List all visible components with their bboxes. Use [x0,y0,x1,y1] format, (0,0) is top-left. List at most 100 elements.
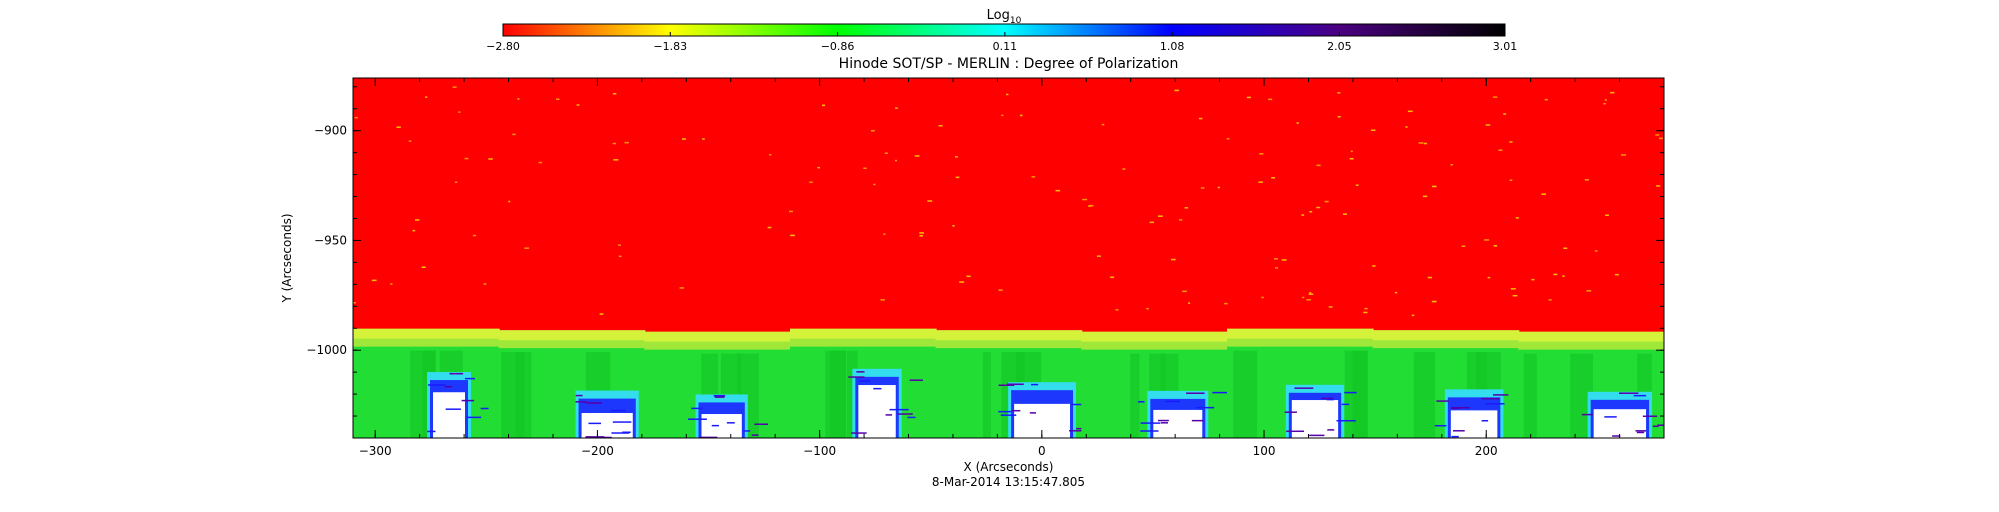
disk-speckle [585,402,602,404]
disk-speckle [754,423,769,425]
sky-speckle [1184,207,1189,209]
x-axis-label: X (Arcseconds) [964,460,1054,474]
sky-speckle [1509,141,1513,143]
sky-speckle [1146,307,1149,310]
y-axis-label: Y (Arcseconds) [280,213,294,303]
sky-speckle [1487,276,1491,279]
disk-substrip [846,350,858,438]
saturated-region [858,385,896,438]
sky-speckle [624,141,629,144]
disk-speckle [1493,394,1509,396]
sky-speckle [1301,214,1305,216]
sky-speckle [1031,176,1036,178]
sky-speckle [1431,300,1437,303]
colorbar-tick-label: 2.05 [1327,40,1352,53]
sky-speckle [1422,195,1428,198]
sky-speckle [1610,91,1615,94]
sky-speckle [390,283,393,285]
sky-speckle [1316,206,1321,209]
disk-speckle [1451,435,1459,438]
sky-speckle [1337,92,1341,94]
disk-speckle [1326,398,1334,401]
disk-speckle [1029,412,1037,414]
disk-speckle [998,410,1012,413]
disk-speckle [897,413,913,415]
sky-speckle [1394,291,1398,294]
disk-speckle [1212,391,1232,394]
sky-speckle [959,281,965,283]
sky-speckle [1586,290,1592,292]
sky-speckle [817,166,821,169]
disk-speckle [885,414,893,416]
sky-speckle [1450,164,1453,166]
colorbar-tick-label: −2.80 [486,40,520,53]
limb-transition [498,340,646,351]
disk-substrip [501,352,525,438]
sky-speckle [952,225,955,227]
disk-speckle [691,407,703,410]
sky-speckle [1001,114,1004,117]
disk-speckle [1030,383,1039,386]
sky-speckle [1492,96,1498,98]
disk-speckle [611,409,626,412]
colorbar-tick-label: 0.11 [993,40,1018,53]
disk-substrip [1523,353,1537,438]
sky-speckle [396,126,401,128]
sky-speckle [421,266,426,268]
limb-transition [353,338,500,349]
sky-speckle [1200,187,1205,189]
y-tick-label: −1000 [306,343,347,357]
sky-speckle [1411,314,1415,317]
sky-speckle [1296,122,1299,124]
sky-speckle [1349,158,1354,160]
disk-speckle [751,434,759,436]
x-tick-label: 0 [1038,444,1046,458]
sky-speckle [524,247,530,249]
disk-speckle [1140,430,1159,432]
sky-speckle [1485,124,1491,126]
saturated-region [1593,409,1647,438]
disk-speckle [480,407,489,410]
sky-speckle [454,181,458,183]
sky-speckle [1405,126,1408,128]
disk-speckle [1000,414,1017,416]
sky-speckle [508,200,511,203]
sky-speckle [1584,179,1589,181]
sky-speckle [612,93,617,95]
sky-speckle [1594,250,1598,252]
sky-speckle [895,159,898,162]
disk-speckle [1309,434,1325,437]
disk-speckle [585,436,605,438]
disk-speckle [427,430,436,433]
disk-speckle [848,376,865,378]
disk-speckle [588,422,601,425]
disk-substrip [1413,352,1436,438]
disk-speckle [743,430,751,432]
disk-speckle [1618,392,1639,394]
sky-speckle [408,140,412,142]
limb-band [1372,330,1520,343]
sky-speckle [873,183,876,186]
disk-substrip [982,352,991,438]
disk-substrip [1233,350,1258,438]
sky-speckle [613,159,619,161]
chart-title: Hinode SOT/SP - MERLIN : Degree of Polar… [839,56,1179,72]
sky-speckle [955,156,958,158]
sky-speckle [1082,198,1088,201]
disk-speckle [1612,435,1621,437]
disk-speckle [1657,424,1664,426]
sky-speckle [464,157,469,160]
sky-speckle [1484,239,1490,241]
sky-speckle [919,235,924,237]
disk-speckle [1071,403,1091,406]
sky-speckle [1179,219,1183,221]
sky-speckle [1055,189,1061,192]
sky-speckle [679,287,685,289]
disk-speckle [859,380,871,382]
sky-speckle [1515,217,1519,219]
limb-band [1518,331,1664,344]
disk-speckle [1157,419,1169,422]
disk-speckle [1006,383,1024,385]
sky-speckle [1268,98,1273,101]
disk-speckle [622,431,631,433]
